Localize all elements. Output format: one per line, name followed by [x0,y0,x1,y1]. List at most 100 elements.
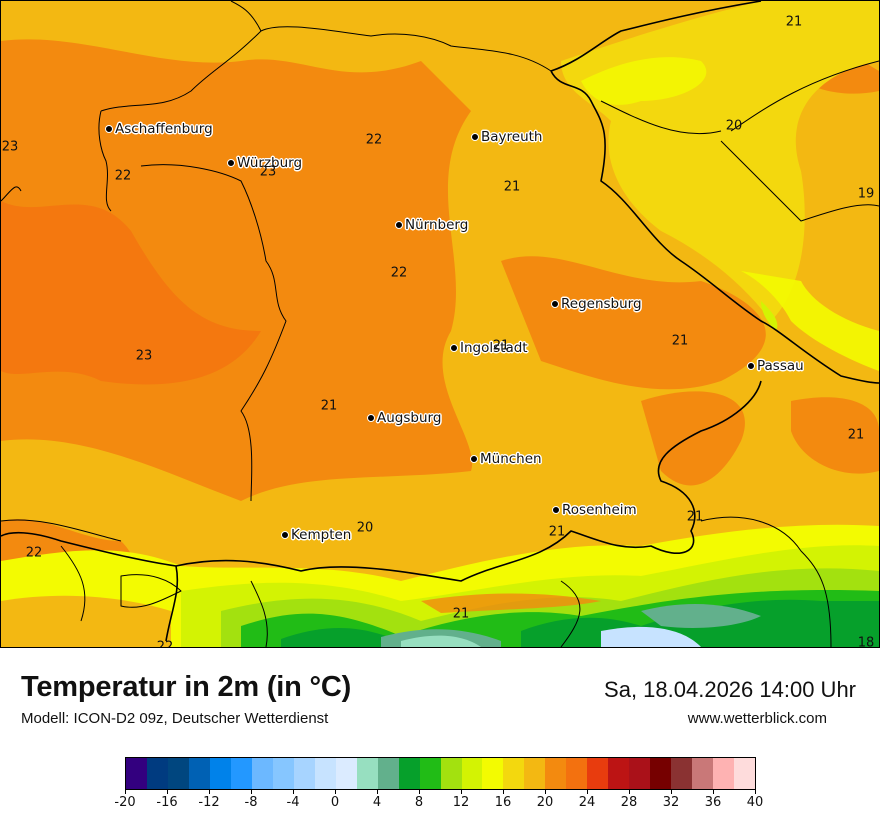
temperature-value-label: 21 [503,179,521,195]
scale-tick-mark [209,789,210,794]
city-name: Nürnberg [405,217,469,233]
scale-tick-label: 32 [662,795,680,810]
scale-tick-mark [377,789,378,794]
chart-title: Temperatur in 2m (in °C) [21,671,352,703]
color-scale-segment [734,758,756,789]
temperature-value-label: 18 [857,635,875,648]
temperature-value-label: 21 [320,398,338,414]
color-scale-segment [713,758,735,789]
scale-tick-mark [755,789,756,794]
city-marker: Bayreuth [471,129,543,145]
temperature-value-label: 21 [671,333,689,349]
color-scale-segment [566,758,588,789]
color-scale-segment [692,758,714,789]
temperature-value-label: 23 [1,139,19,155]
city-name: Aschaffenburg [115,121,213,137]
scale-tick-label: 24 [578,795,596,810]
scale-tick-label: -12 [198,795,220,810]
city-dot-icon [551,300,559,308]
color-scale-segment [482,758,504,789]
scale-tick-label: 20 [536,795,554,810]
scale-tick-label: 12 [452,795,470,810]
color-scale-segment [146,758,168,789]
scale-tick-label: 8 [414,795,424,810]
color-scale-segment [671,758,693,789]
color-scale-segment [524,758,546,789]
scale-tick-mark [587,789,588,794]
scale-tick-mark [125,789,126,794]
color-scale-segment [650,758,672,789]
city-marker: Nürnberg [395,217,468,233]
color-scale-segment [356,758,378,789]
city-marker: Aschaffenburg [105,121,213,137]
scale-tick-label: 4 [372,795,382,810]
city-dot-icon [395,221,403,229]
valid-datetime: Sa, 18.04.2026 14:00 Uhr [604,677,856,702]
scale-tick-label: 16 [494,795,512,810]
scale-tick-mark [629,789,630,794]
scale-tick-label: 0 [330,795,340,810]
color-scale-segment [126,758,147,789]
scale-tick-mark [503,789,504,794]
color-scale-ticks: -20 -16 -12 -8 -4 0 4 8 12 16 20 24 28 32 36 40 [114,789,763,819]
color-scale-segment [629,758,651,789]
temperature-value-label: 21 [785,14,803,30]
color-scale-segment [440,758,462,789]
temperature-value-label: 23 [135,348,153,364]
city-name: Bayreuth [481,129,543,145]
scale-tick-mark [293,789,294,794]
temperature-value-label: 21 [686,509,704,525]
website-link[interactable]: www.wetterblick.com [687,710,827,727]
scale-tick-mark [419,789,420,794]
color-scale-segment [461,758,483,789]
color-scale-segment [398,758,420,789]
scale-tick-mark [713,789,714,794]
model-source: Modell: ICON-D2 09z, Deutscher Wetterdie… [21,710,329,727]
city-marker: Passau [747,358,804,374]
color-scale-segment [272,758,294,789]
city-marker: Rosenheim [552,502,637,518]
color-scale-segment [251,758,273,789]
city-dot-icon [367,414,375,422]
temperature-map: Aschaffenburg Würzburg Bayreuth Nürnberg Reg… [0,0,880,648]
temperature-value-label: 21 [492,338,510,354]
temperature-value-label: 20 [725,118,743,134]
city-dot-icon [747,362,755,370]
scale-tick-label: 28 [620,795,638,810]
city-name: Regensburg [561,296,642,312]
color-scale-segment [188,758,210,789]
city-name: München [480,451,542,467]
temperature-value-label: 22 [25,545,43,561]
temperature-value-label: 19 [857,186,875,202]
scale-tick-mark [251,789,252,794]
city-marker: Ingolstadt [450,340,528,356]
temperature-value-label: 23 [259,164,277,180]
city-dot-icon [470,455,478,463]
scale-tick-mark [545,789,546,794]
scale-tick-label: 40 [746,795,764,810]
color-scale-segment [419,758,441,789]
city-marker: Augsburg [367,410,441,426]
scale-tick-label: 36 [704,795,722,810]
color-scale-bar [125,757,756,790]
city-name: Passau [757,358,804,374]
scale-tick-mark [167,789,168,794]
city-marker: Kempten [281,527,351,543]
color-scale-segment [377,758,399,789]
temperature-value-label: 22 [390,265,408,281]
city-marker: München [470,451,542,467]
color-scale-segment [314,758,336,789]
city-marker: Regensburg [551,296,642,312]
scale-tick-label: -4 [286,795,300,810]
color-scale-segment [230,758,252,789]
color-scale-segment [293,758,315,789]
city-dot-icon [450,344,458,352]
scale-tick-mark [335,789,336,794]
city-dot-icon [281,531,289,539]
city-name: Kempten [291,527,352,543]
scale-tick-label: -20 [114,795,136,810]
color-scale-segment [209,758,231,789]
city-dot-icon [552,506,560,514]
color-scale-segment [167,758,189,789]
city-marker: Würzburg [227,155,302,171]
